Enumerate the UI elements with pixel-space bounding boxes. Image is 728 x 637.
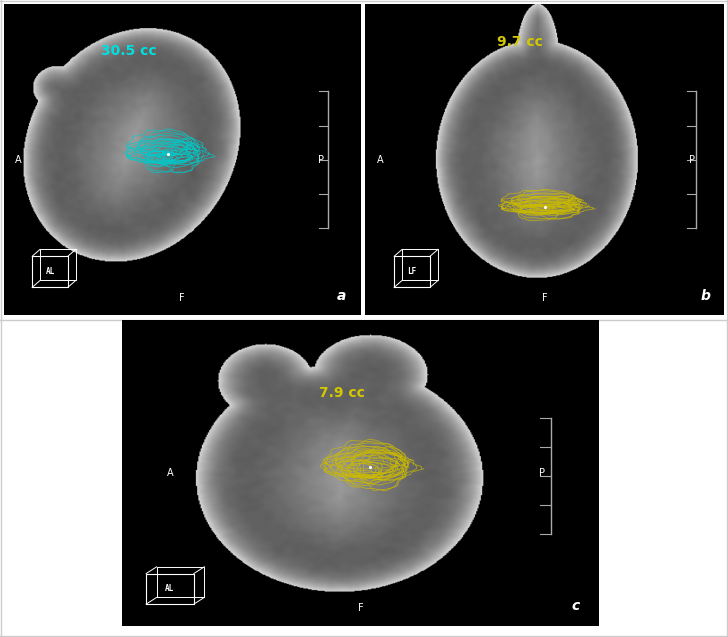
Text: b: b (700, 289, 710, 303)
Text: A: A (15, 155, 21, 165)
Text: F: F (358, 603, 363, 613)
Text: A: A (376, 155, 383, 165)
Text: F: F (542, 293, 547, 303)
Text: 30.5 cc: 30.5 cc (100, 44, 157, 58)
Text: LF: LF (408, 268, 416, 276)
Text: P: P (689, 155, 695, 165)
Text: A: A (167, 468, 173, 478)
Text: c: c (571, 599, 580, 613)
Text: P: P (318, 155, 324, 165)
Text: P: P (539, 468, 545, 478)
Text: 7.9 cc: 7.9 cc (319, 386, 365, 400)
Text: AL: AL (165, 584, 175, 593)
Text: F: F (179, 293, 185, 303)
Text: AL: AL (45, 268, 55, 276)
Text: a: a (337, 289, 346, 303)
Text: 9.7 cc: 9.7 cc (496, 35, 542, 49)
